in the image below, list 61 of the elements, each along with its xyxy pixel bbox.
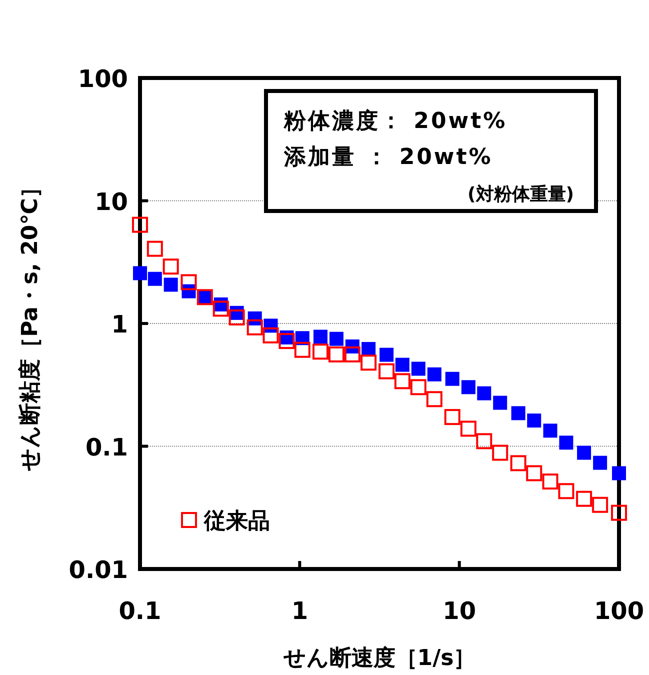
point (476, 433, 492, 450)
point (329, 332, 344, 346)
point (411, 362, 426, 376)
point (542, 474, 558, 490)
point (559, 436, 574, 450)
x-axis-title: せん断速度［1/s］ (282, 645, 476, 671)
legend: 従来品 (181, 509, 270, 534)
y-tick-label: 10 (94, 188, 128, 216)
point (492, 444, 508, 461)
point (461, 380, 476, 394)
point (511, 406, 526, 420)
annotation: 添加量 ： 20wt% (283, 145, 493, 170)
point (510, 455, 526, 472)
point (148, 272, 162, 286)
point (526, 465, 542, 482)
point (146, 240, 163, 257)
point (543, 424, 558, 438)
legend-label: 従来品 (203, 509, 270, 534)
point (180, 274, 197, 290)
point (577, 446, 592, 460)
annotation: (対粉体重量) (468, 184, 574, 205)
point (262, 327, 279, 344)
x-tick-label: 10 (442, 597, 476, 625)
point (576, 490, 592, 507)
x-tick-label: 100 (594, 597, 644, 625)
point (380, 348, 394, 362)
point (313, 330, 328, 344)
point (395, 358, 410, 372)
point (527, 414, 542, 428)
point (328, 346, 344, 362)
point (460, 420, 476, 437)
point (445, 372, 460, 386)
point (592, 496, 608, 513)
y-tick-label: 100 (78, 65, 128, 93)
point (246, 319, 263, 336)
annotation: 粉体濃度： 20wt% (283, 108, 508, 134)
point (344, 346, 360, 362)
point (162, 258, 179, 275)
point (593, 456, 608, 470)
x-tick-label: 1 (291, 597, 308, 625)
y-tick-label: 0.1 (85, 433, 128, 462)
point (228, 309, 245, 326)
y-tick-label: 0.01 (68, 556, 128, 584)
point (394, 373, 410, 390)
point (410, 379, 426, 396)
point (360, 354, 377, 371)
point (477, 386, 492, 400)
point (312, 344, 328, 360)
y-axis-title: せん断粘度［Pa・s, 20℃］ (17, 176, 43, 472)
point (294, 342, 310, 358)
point (378, 363, 395, 380)
point (164, 278, 178, 292)
point (444, 409, 460, 426)
point (426, 391, 442, 408)
point (427, 367, 442, 382)
point (212, 300, 229, 317)
x-tick-label: 0.1 (118, 597, 162, 625)
y-tick-label: 1 (111, 310, 128, 338)
point (558, 483, 574, 500)
point (278, 333, 295, 350)
point (493, 396, 508, 410)
